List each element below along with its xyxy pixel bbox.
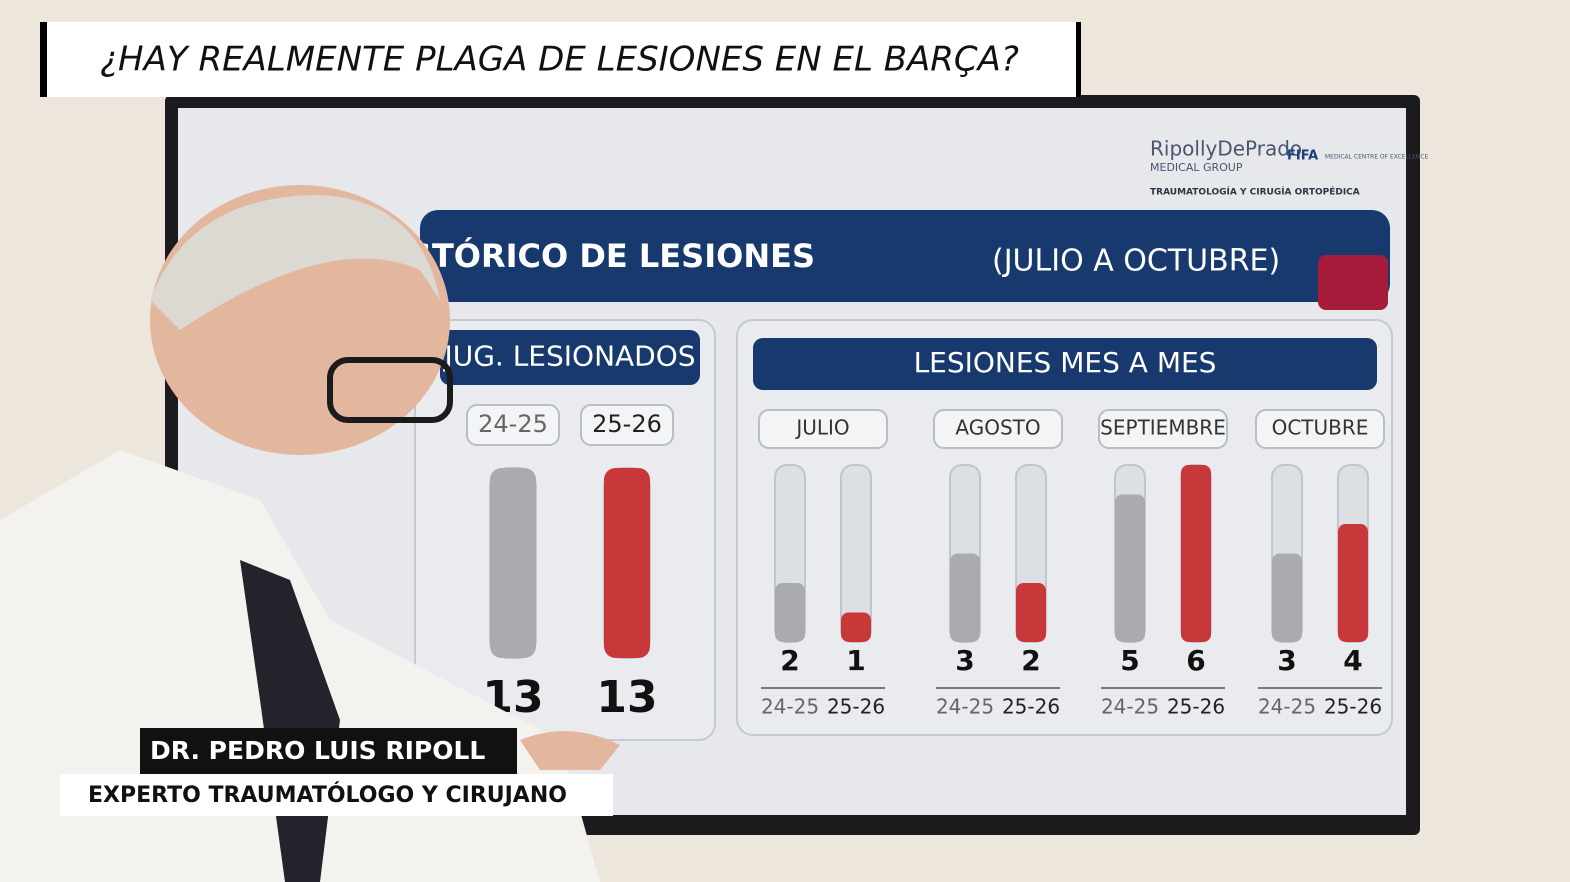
brand: RipollyDePrado: [1150, 137, 1302, 161]
value-label: 5: [1120, 644, 1139, 677]
bar: [950, 553, 980, 642]
legend-label: 24-25: [478, 410, 548, 438]
chart-header: [440, 330, 700, 385]
series-pill: [466, 404, 560, 446]
chart-title: LESIONES MES A MES: [914, 346, 1217, 379]
value-label: 4: [1343, 644, 1362, 677]
series-pill: [580, 404, 674, 446]
bar: [841, 612, 871, 642]
bar: [1115, 494, 1145, 642]
value-label: 3: [1277, 644, 1296, 677]
screen-subtitle: (JULIO A OCTUBRE): [992, 244, 1280, 279]
series-label: 24-25: [761, 695, 819, 719]
series-label: 24-25: [1101, 695, 1159, 719]
headline: ¿HAY REALMENTE PLAGA DE LESIONES EN EL B…: [100, 40, 1019, 80]
club-crest: [1318, 255, 1388, 310]
hair: [150, 195, 440, 330]
name-box: [140, 728, 517, 774]
category-pill: [933, 409, 1063, 449]
category-label: JULIO: [794, 416, 849, 440]
category-pill: [758, 409, 888, 449]
bar: [490, 468, 536, 658]
bar: [1016, 583, 1046, 642]
value-label: 3: [955, 644, 974, 677]
chart-header: [753, 338, 1377, 390]
caption-name: DR. PEDRO LUIS RIPOLL: [150, 736, 485, 765]
headline-accent: [1076, 22, 1081, 97]
fifa: FIFA: [1287, 149, 1318, 164]
fifa-sub: MEDICAL CENTRE OF EXCELLENCE: [1325, 154, 1429, 161]
panel-right: [736, 319, 1393, 736]
bar: [1338, 524, 1368, 642]
caption-role: EXPERTO TRAUMATÓLOGO Y CIRUJANO: [88, 782, 567, 808]
bar: [1272, 553, 1302, 642]
series-label: 25-26: [827, 695, 885, 719]
bar: [1181, 465, 1211, 642]
category-pill: [1255, 409, 1385, 449]
bar: [604, 468, 650, 658]
glasses: [327, 357, 453, 423]
value-label: 1: [846, 644, 865, 677]
brand-sub: MEDICAL GROUP: [1150, 161, 1243, 174]
role-box: [60, 774, 613, 816]
legend-label: 25-26: [592, 410, 662, 438]
title-bar: [420, 210, 1390, 302]
category-pill: [1098, 409, 1228, 449]
category-label: SEPTIEMBRE: [1100, 416, 1226, 440]
series-label: 25-26: [1324, 695, 1382, 719]
value-label: 13: [596, 672, 657, 723]
value-label: 6: [1186, 644, 1205, 677]
chart-title: JUG. LESIONADOS: [442, 340, 695, 373]
series-label: 24-25: [1258, 695, 1316, 719]
headline-accent: [40, 22, 47, 97]
category-label: AGOSTO: [955, 416, 1040, 440]
bar: [775, 583, 805, 642]
value-label: 2: [780, 644, 799, 677]
headline-box: [40, 22, 1080, 97]
category-label: OCTUBRE: [1272, 416, 1369, 440]
hand: [520, 731, 620, 770]
specialty: TRAUMATOLOGÍA Y CIRUGÍA ORTOPÉDICA: [1150, 186, 1360, 198]
series-label: 25-26: [1002, 695, 1060, 719]
value-label: 2: [1021, 644, 1040, 677]
series-label: 25-26: [1167, 695, 1225, 719]
series-label: 24-25: [936, 695, 994, 719]
screen-title: HISTÓRICO DE LESIONES: [370, 236, 815, 275]
